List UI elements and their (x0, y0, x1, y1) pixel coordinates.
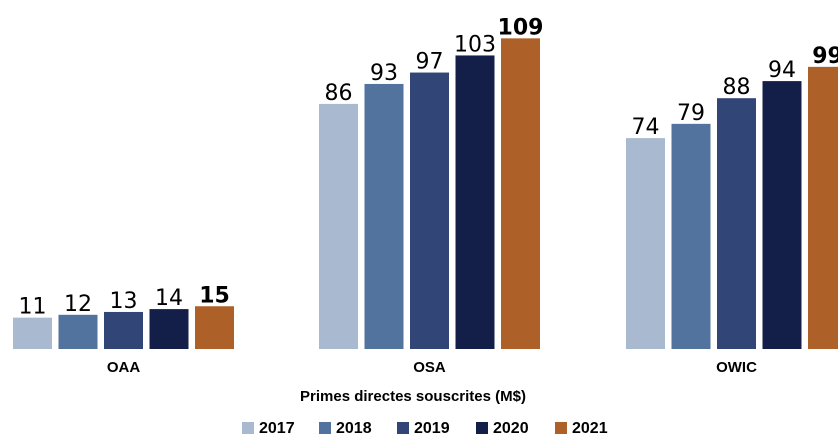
legend-swatch-2019 (397, 422, 409, 434)
x-axis-title: Primes directes souscrites (M$) (300, 388, 526, 405)
category-label-osa: OSA (413, 359, 446, 376)
data-label-owic-2020: 94 (768, 58, 796, 83)
data-label-osa-2018: 93 (370, 61, 398, 86)
bar-owic-2021 (808, 66, 838, 349)
legend-label-2018: 2018 (336, 420, 372, 436)
category-label-oaa: OAA (107, 359, 141, 376)
bar-oaa-2019 (104, 311, 143, 349)
bar-osa-2019 (410, 72, 449, 350)
data-label-oaa-2021: 15 (199, 283, 230, 308)
data-label-oaa-2018: 12 (64, 292, 92, 317)
legend-swatch-2018 (319, 422, 331, 434)
bar-osa-2021 (501, 38, 540, 349)
data-label-owic-2021: 99 (812, 44, 838, 69)
bar-osa-2018 (364, 83, 404, 349)
bar-osa-2020 (455, 55, 495, 349)
category-label-owic: OWIC (716, 359, 757, 376)
data-label-osa-2019: 97 (416, 50, 444, 75)
data-label-osa-2021: 109 (498, 15, 544, 40)
bar-oaa-2021 (195, 306, 234, 349)
data-label-osa-2017: 86 (325, 81, 353, 106)
bar-oaa-2018 (58, 314, 98, 349)
bar-oaa-2017 (13, 317, 52, 349)
legend-swatch-2020 (476, 422, 488, 434)
bar-owic-2017 (626, 138, 665, 349)
legend-label-2017: 2017 (259, 420, 295, 436)
bar-owic-2019 (717, 98, 756, 349)
data-label-owic-2017: 74 (632, 115, 660, 140)
data-label-oaa-2017: 11 (19, 295, 47, 320)
bar-owic-2018 (671, 123, 711, 349)
data-label-owic-2019: 88 (723, 75, 751, 100)
data-label-oaa-2020: 14 (155, 286, 183, 311)
data-label-osa-2020: 103 (454, 32, 496, 57)
data-label-owic-2018: 79 (677, 101, 705, 126)
legend-swatch-2021 (555, 422, 567, 434)
bar-osa-2017 (319, 103, 358, 350)
legend-label-2019: 2019 (414, 420, 450, 436)
bar-oaa-2020 (149, 309, 189, 349)
legend-swatch-2017 (242, 422, 254, 434)
legend-label-2021: 2021 (572, 420, 608, 436)
data-label-oaa-2019: 13 (110, 289, 138, 314)
bar-owic-2020 (762, 81, 802, 349)
legend-label-2020: 2020 (493, 420, 529, 436)
